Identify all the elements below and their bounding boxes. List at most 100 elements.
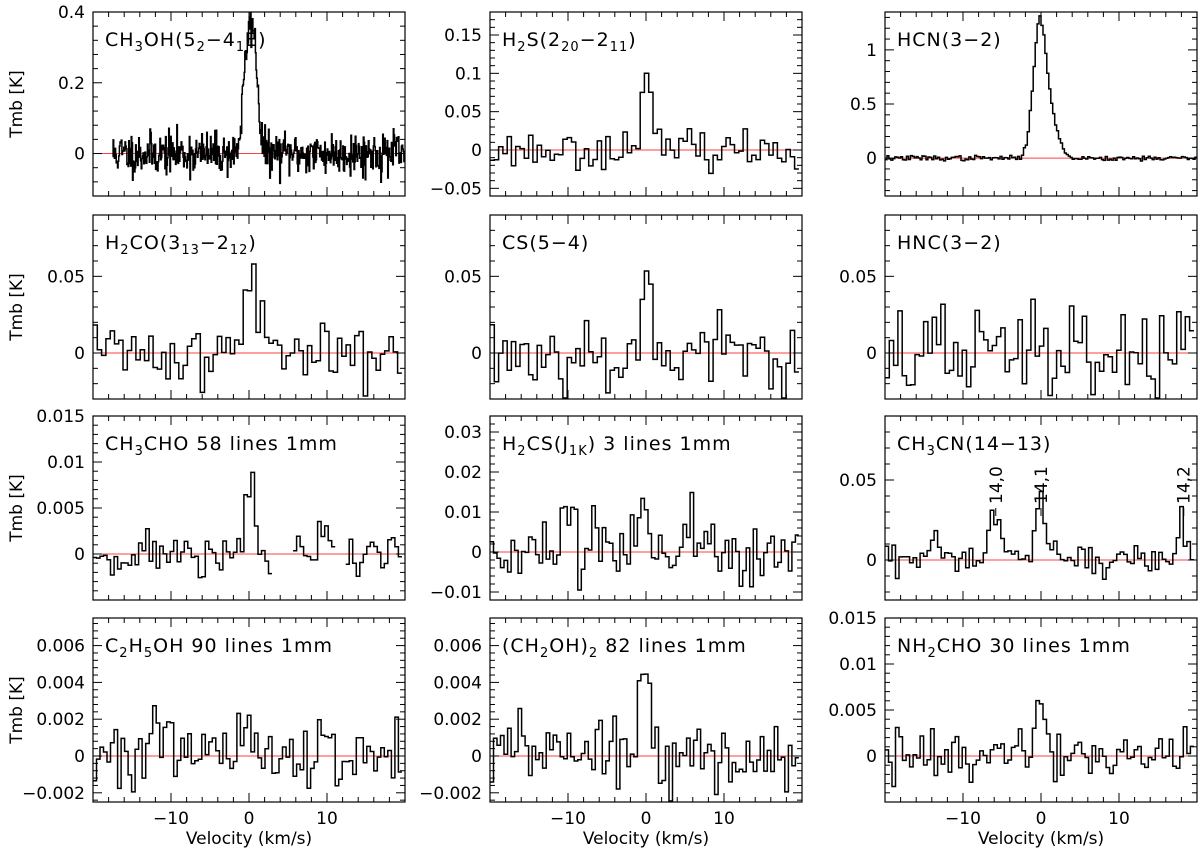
title-subscript: 2 xyxy=(540,646,549,661)
y-tick-label: −0.01 xyxy=(430,583,482,603)
y-tick-label: 1 xyxy=(866,41,877,61)
spectrum-line xyxy=(490,673,799,802)
y-tick-label: 0.005 xyxy=(828,701,877,721)
title-text: CS(J xyxy=(527,433,569,455)
title-subscript: 1 xyxy=(236,40,245,55)
x-tick-label: 0 xyxy=(641,809,652,829)
title-text: H xyxy=(502,29,517,51)
y-tick-label: 0.002 xyxy=(36,710,85,730)
panel-ch3cho: 0 0.005 0.01 0.015 Tmb [K] CH3CHO 58 lines 1m… xyxy=(7,407,406,601)
spectrum-line xyxy=(490,72,799,175)
y-tick-label: 0 xyxy=(74,747,85,767)
panel-hnc: 0 0.05 HNC(3−2) xyxy=(839,214,1198,400)
spectrum-line xyxy=(885,490,1194,581)
title-subscript: 12 xyxy=(230,243,249,258)
panel-ch3cn: 0 0.05 CH3CN(14−13) 14,0 14,1 14,2 xyxy=(839,415,1198,601)
title-text: H xyxy=(502,433,517,455)
y-tick-label: 0.5 xyxy=(850,95,877,115)
x-tick-label: 10 xyxy=(713,809,735,829)
panel-h2co: 0 0.05 Tmb [K] H2CO(313−212) xyxy=(7,214,406,400)
title-text: (CH xyxy=(502,635,540,657)
y-tick-label: 0.1 xyxy=(455,64,482,84)
title-text: CHO 58 lines 1mm xyxy=(144,433,338,455)
panel-title: H2CO(313−212) xyxy=(105,232,257,258)
title-subscript: 2 xyxy=(120,243,129,258)
title-text: CH xyxy=(105,433,135,455)
y-tick-label: 0.006 xyxy=(36,637,85,657)
title-subscript: 2 xyxy=(517,444,526,459)
y-tick-label: 0.002 xyxy=(433,710,482,730)
title-text: NH xyxy=(897,635,928,657)
y-tick-label: 0.01 xyxy=(47,453,85,473)
panel-title: HNC(3−2) xyxy=(897,232,1002,254)
title-subscript: 20 xyxy=(561,40,580,55)
panel-hcn: 0 0.5 1 HCN(3−2) xyxy=(850,11,1198,197)
spectrum-line xyxy=(885,699,1194,788)
title-subscript: 3 xyxy=(135,40,144,55)
title-text: −4 xyxy=(206,29,236,51)
y-tick-label: −0.002 xyxy=(22,784,85,804)
y-tick-label: 0.15 xyxy=(444,26,482,46)
spectrum-line xyxy=(112,12,405,185)
title-text: HCN(3−2) xyxy=(897,29,1002,51)
panel-cs: 0 0.05 CS(5−4) xyxy=(444,214,803,400)
y-tick-label: 0.015 xyxy=(828,609,877,629)
title-subscript: 13 xyxy=(181,243,200,258)
title-subscript: 2 xyxy=(197,40,206,55)
title-text: −2 xyxy=(200,232,230,254)
spectrum-line xyxy=(885,298,1194,399)
y-tick-label: 0.2 xyxy=(58,74,85,94)
y-tick-label: 0 xyxy=(471,141,482,161)
title-text: ) xyxy=(248,232,256,254)
x-tick-label: 10 xyxy=(1108,809,1130,829)
title-text: HNC(3−2) xyxy=(897,232,1002,254)
title-subscript: 2 xyxy=(589,646,598,661)
title-text: S(2 xyxy=(527,29,562,51)
panel-h2s: −0.05 0 0.05 0.1 0.15 H2S(220−211) xyxy=(430,11,803,199)
y-tick-label: 0.01 xyxy=(839,655,877,675)
y-tick-label: 0.01 xyxy=(444,503,482,523)
y-tick-label: 0 xyxy=(74,344,85,364)
x-tick-label: 0 xyxy=(1036,809,1047,829)
spectrum-line xyxy=(93,263,402,397)
y-tick-label: 0.4 xyxy=(58,3,85,23)
spectrum-line xyxy=(93,471,402,579)
y-axis-label: Tmb [K] xyxy=(7,70,27,139)
y-tick-label: 0.004 xyxy=(36,673,85,693)
y-tick-label: 0 xyxy=(471,344,482,364)
x-axis-label: Velocity (km/s) xyxy=(978,829,1104,849)
title-text: H xyxy=(129,635,144,657)
y-tick-label: 0.02 xyxy=(444,463,482,483)
x-tick-label: −10 xyxy=(550,809,586,829)
component-annotation: 14,0 xyxy=(987,466,1007,504)
y-axis-label: Tmb [K] xyxy=(7,273,27,342)
x-axis-label: Velocity (km/s) xyxy=(186,829,312,849)
title-subscript: 3 xyxy=(927,444,936,459)
spectrum-line xyxy=(490,270,799,399)
x-tick-label: −10 xyxy=(945,809,981,829)
spectrum-line xyxy=(490,491,799,591)
y-tick-label: 0 xyxy=(866,344,877,364)
title-text: CH xyxy=(105,29,135,51)
title-text: C xyxy=(105,635,119,657)
component-annotation: 14,2 xyxy=(1175,466,1195,504)
title-subscript: 3 xyxy=(135,444,144,459)
y-tick-label: −0.05 xyxy=(430,179,482,199)
y-tick-label: 0.05 xyxy=(47,267,85,287)
y-tick-label: 0.05 xyxy=(444,103,482,123)
title-text: ) 3 lines 1mm xyxy=(588,433,732,455)
y-axis-label: Tmb [K] xyxy=(7,676,27,745)
spectrum-line xyxy=(93,705,402,793)
x-axis-label: Velocity (km/s) xyxy=(583,829,709,849)
title-text: OH(5 xyxy=(144,29,197,51)
title-subscript: 11 xyxy=(610,40,629,55)
panel-ch3oh: 0 0.2 0.4 Tmb [K] CH3OH(52−41E) xyxy=(7,3,406,197)
y-tick-label: 0.05 xyxy=(444,267,482,287)
panel-title: C2H5OH 90 lines 1mm xyxy=(105,635,333,661)
title-text: OH) xyxy=(549,635,589,657)
title-text: −2 xyxy=(580,29,610,51)
title-subscript: 2 xyxy=(928,646,937,661)
